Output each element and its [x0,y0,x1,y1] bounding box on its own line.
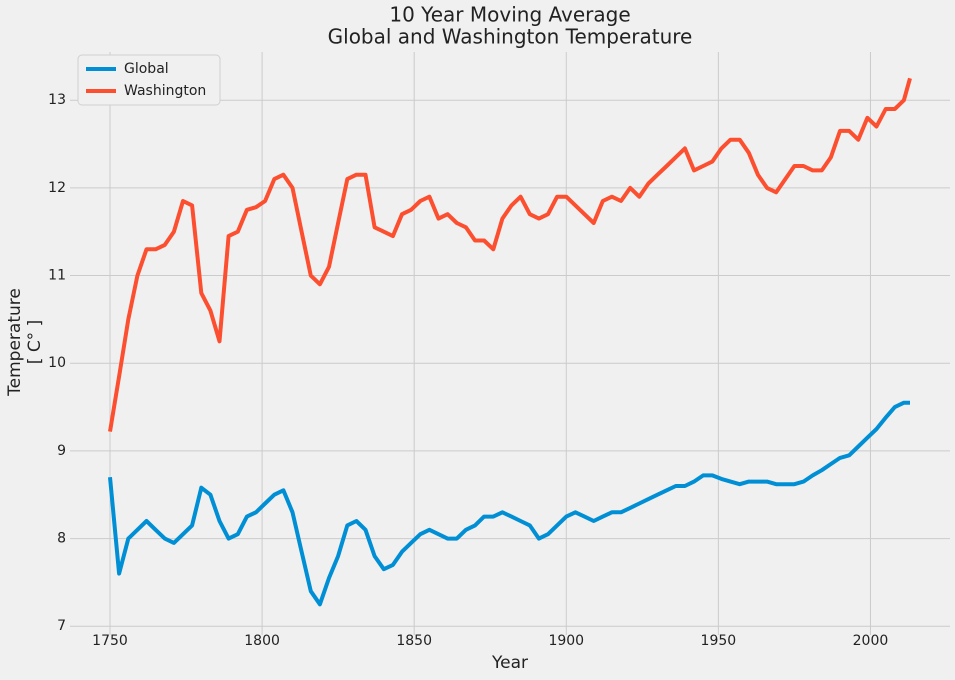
legend-label: Global [124,61,169,77]
y-tick-label: 13 [48,92,66,108]
x-tick-label: 1950 [701,633,737,649]
legend-label: Washington [124,83,206,99]
y-axis-label: [ C° ] [25,320,45,364]
y-tick-label: 7 [57,618,66,634]
y-tick-label: 10 [48,355,66,371]
x-tick-label: 2000 [853,633,889,649]
x-axis-label: Year [491,653,528,673]
data-line [108,77,912,432]
x-tick-label: 1800 [244,633,280,649]
x-tick-label: 1750 [92,633,128,649]
x-tick-label: 1850 [396,633,432,649]
chart-title: Global and Washington Temperature [328,25,693,49]
chart-title: 10 Year Moving Average [389,3,630,27]
data-line [108,400,910,607]
y-tick-label: 12 [48,180,66,196]
legend: Global Washington [77,54,221,106]
y-tick-label: 11 [48,268,66,284]
y-axis-label: Temperature [5,288,25,397]
x-tick-label: 1900 [548,633,584,649]
y-tick-label: 9 [57,443,66,459]
y-tick-label: 8 [57,531,66,547]
